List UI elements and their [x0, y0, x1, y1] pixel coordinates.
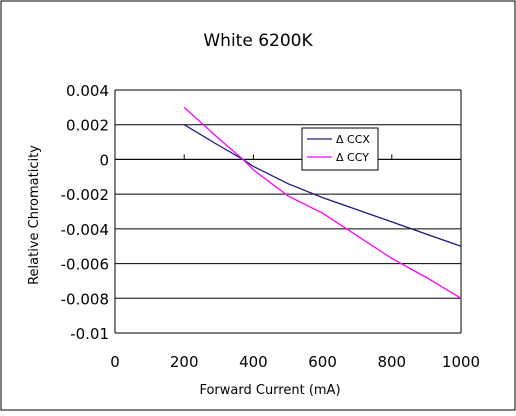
y-tick-label: -0.01	[70, 325, 109, 343]
y-tick-label: -0.002	[61, 186, 109, 204]
x-axis-label: Forward Current (mA)	[199, 383, 340, 398]
x-tick-label: 1000	[442, 353, 480, 371]
y-tick-label: -0.004	[61, 221, 109, 239]
legend-label: Δ CCY	[336, 151, 369, 164]
series-line	[183, 106, 462, 299]
y-tick-label: -0.006	[61, 256, 109, 274]
x-tick-label: 200	[170, 353, 199, 371]
y-tick-label: 0	[99, 151, 109, 169]
x-tick-label: 400	[239, 353, 268, 371]
y-axis-label: Relative Chromaticity	[27, 145, 42, 285]
legend-label: Δ CCX	[336, 133, 370, 146]
legend: Δ CCX Δ CCY	[301, 127, 379, 171]
series-line	[183, 124, 462, 247]
y-tick-label: 0.004	[66, 82, 109, 100]
plot-area: 0.004 0.002 0 -0.002 -0.004 -0.006 -0.008 -0.01…	[61, 82, 480, 371]
y-tick-label: -0.008	[61, 290, 109, 308]
x-tick-label: 600	[308, 353, 337, 371]
legend-box	[301, 127, 379, 171]
x-tick-label: 800	[377, 353, 406, 371]
x-tick-label: 0	[110, 353, 120, 371]
y-tick-label: 0.002	[66, 117, 109, 135]
chart-title: White 6200K	[203, 31, 313, 51]
